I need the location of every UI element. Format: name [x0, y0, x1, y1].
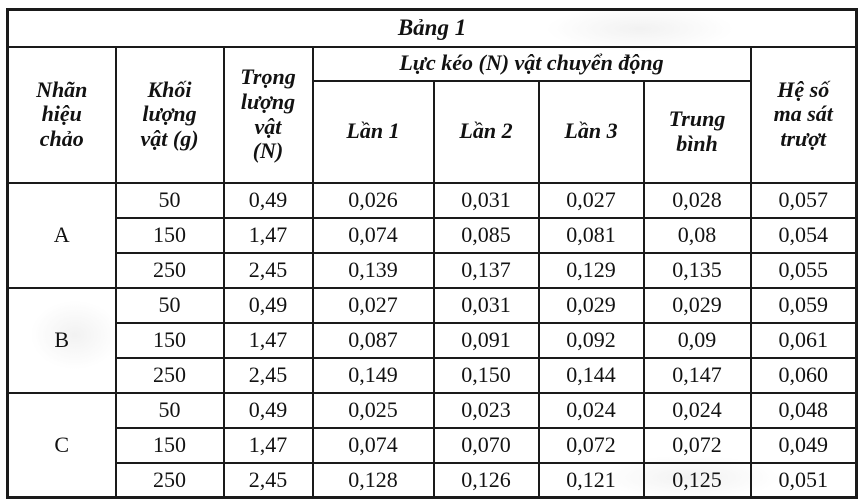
cell-mass: 150	[114, 426, 225, 464]
cell-mu: 0,057	[749, 181, 858, 219]
cell-trial1: 0,128	[311, 461, 435, 499]
cell-mu: 0,048	[749, 391, 858, 429]
header-trial-3: Lần 3	[537, 79, 645, 184]
cell-trial1: 0,149	[311, 356, 435, 394]
cell-trial2: 0,137	[432, 251, 540, 289]
cell-weight: 0,49	[222, 286, 314, 324]
cell-mass: 150	[114, 321, 225, 359]
cell-mu: 0,051	[749, 461, 858, 499]
pan-label: C	[6, 391, 117, 499]
cell-trial3: 0,092	[537, 321, 645, 359]
cell-mass: 50	[114, 181, 225, 219]
cell-average: 0,09	[642, 321, 752, 359]
cell-average: 0,147	[642, 356, 752, 394]
header-object-weight: Trọng lượng vật (N)	[222, 45, 314, 184]
cell-mass: 250	[114, 251, 225, 289]
header-trial-1: Lần 1	[311, 79, 435, 184]
header-trial-2: Lần 2	[432, 79, 540, 184]
cell-average: 0,024	[642, 391, 752, 429]
header-pull-force-group: Lực kéo (N) vật chuyển động	[311, 45, 752, 82]
cell-trial3: 0,024	[537, 391, 645, 429]
cell-trial2: 0,091	[432, 321, 540, 359]
cell-mass: 50	[114, 391, 225, 429]
cell-mu: 0,061	[749, 321, 858, 359]
header-object-mass: Khối lượng vật (g)	[114, 45, 225, 184]
cell-trial1: 0,026	[311, 181, 435, 219]
friction-data-table: Bảng 1 Nhãn hiệu chảo Khối lượng vật (g)…	[6, 8, 859, 499]
cell-trial1: 0,074	[311, 216, 435, 254]
cell-average: 0,072	[642, 426, 752, 464]
table-title: Bảng 1	[6, 8, 858, 48]
header-pan-brand: Nhãn hiệu chảo	[6, 45, 117, 184]
cell-trial2: 0,031	[432, 181, 540, 219]
cell-trial1: 0,087	[311, 321, 435, 359]
cell-mu: 0,055	[749, 251, 858, 289]
cell-mu: 0,049	[749, 426, 858, 464]
cell-trial2: 0,031	[432, 286, 540, 324]
cell-trial1: 0,139	[311, 251, 435, 289]
cell-trial2: 0,150	[432, 356, 540, 394]
cell-weight: 0,49	[222, 391, 314, 429]
cell-trial1: 0,025	[311, 391, 435, 429]
cell-mass: 250	[114, 356, 225, 394]
cell-trial3: 0,081	[537, 216, 645, 254]
cell-mu: 0,060	[749, 356, 858, 394]
cell-trial2: 0,070	[432, 426, 540, 464]
cell-trial3: 0,027	[537, 181, 645, 219]
header-friction-coefficient: Hệ số ma sát trượt	[749, 45, 858, 184]
cell-trial1: 0,027	[311, 286, 435, 324]
cell-weight: 2,45	[222, 461, 314, 499]
cell-average: 0,08	[642, 216, 752, 254]
cell-trial3: 0,121	[537, 461, 645, 499]
pan-label: A	[6, 181, 117, 289]
cell-mass: 50	[114, 286, 225, 324]
cell-trial3: 0,029	[537, 286, 645, 324]
cell-mass: 150	[114, 216, 225, 254]
cell-weight: 2,45	[222, 356, 314, 394]
header-average: Trung bình	[642, 79, 752, 184]
cell-weight: 0,49	[222, 181, 314, 219]
cell-average: 0,029	[642, 286, 752, 324]
cell-trial2: 0,085	[432, 216, 540, 254]
cell-weight: 1,47	[222, 216, 314, 254]
cell-average: 0,028	[642, 181, 752, 219]
cell-mu: 0,054	[749, 216, 858, 254]
cell-weight: 2,45	[222, 251, 314, 289]
cell-trial1: 0,074	[311, 426, 435, 464]
cell-trial3: 0,144	[537, 356, 645, 394]
cell-average: 0,125	[642, 461, 752, 499]
cell-average: 0,135	[642, 251, 752, 289]
cell-trial3: 0,129	[537, 251, 645, 289]
cell-trial2: 0,023	[432, 391, 540, 429]
pan-label: B	[6, 286, 117, 394]
cell-mass: 250	[114, 461, 225, 499]
cell-weight: 1,47	[222, 426, 314, 464]
cell-trial3: 0,072	[537, 426, 645, 464]
cell-trial2: 0,126	[432, 461, 540, 499]
cell-mu: 0,059	[749, 286, 858, 324]
cell-weight: 1,47	[222, 321, 314, 359]
